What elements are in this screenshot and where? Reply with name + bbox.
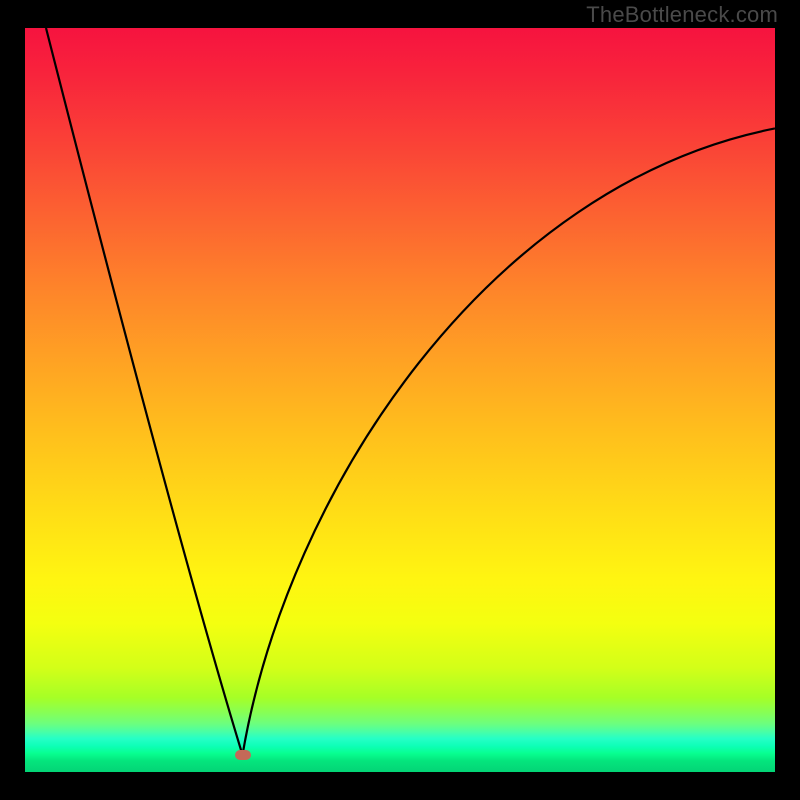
cusp-marker (235, 750, 251, 760)
bottleneck-curve (25, 28, 775, 772)
plot-area (25, 28, 775, 772)
watermark-text: TheBottleneck.com (586, 2, 778, 28)
